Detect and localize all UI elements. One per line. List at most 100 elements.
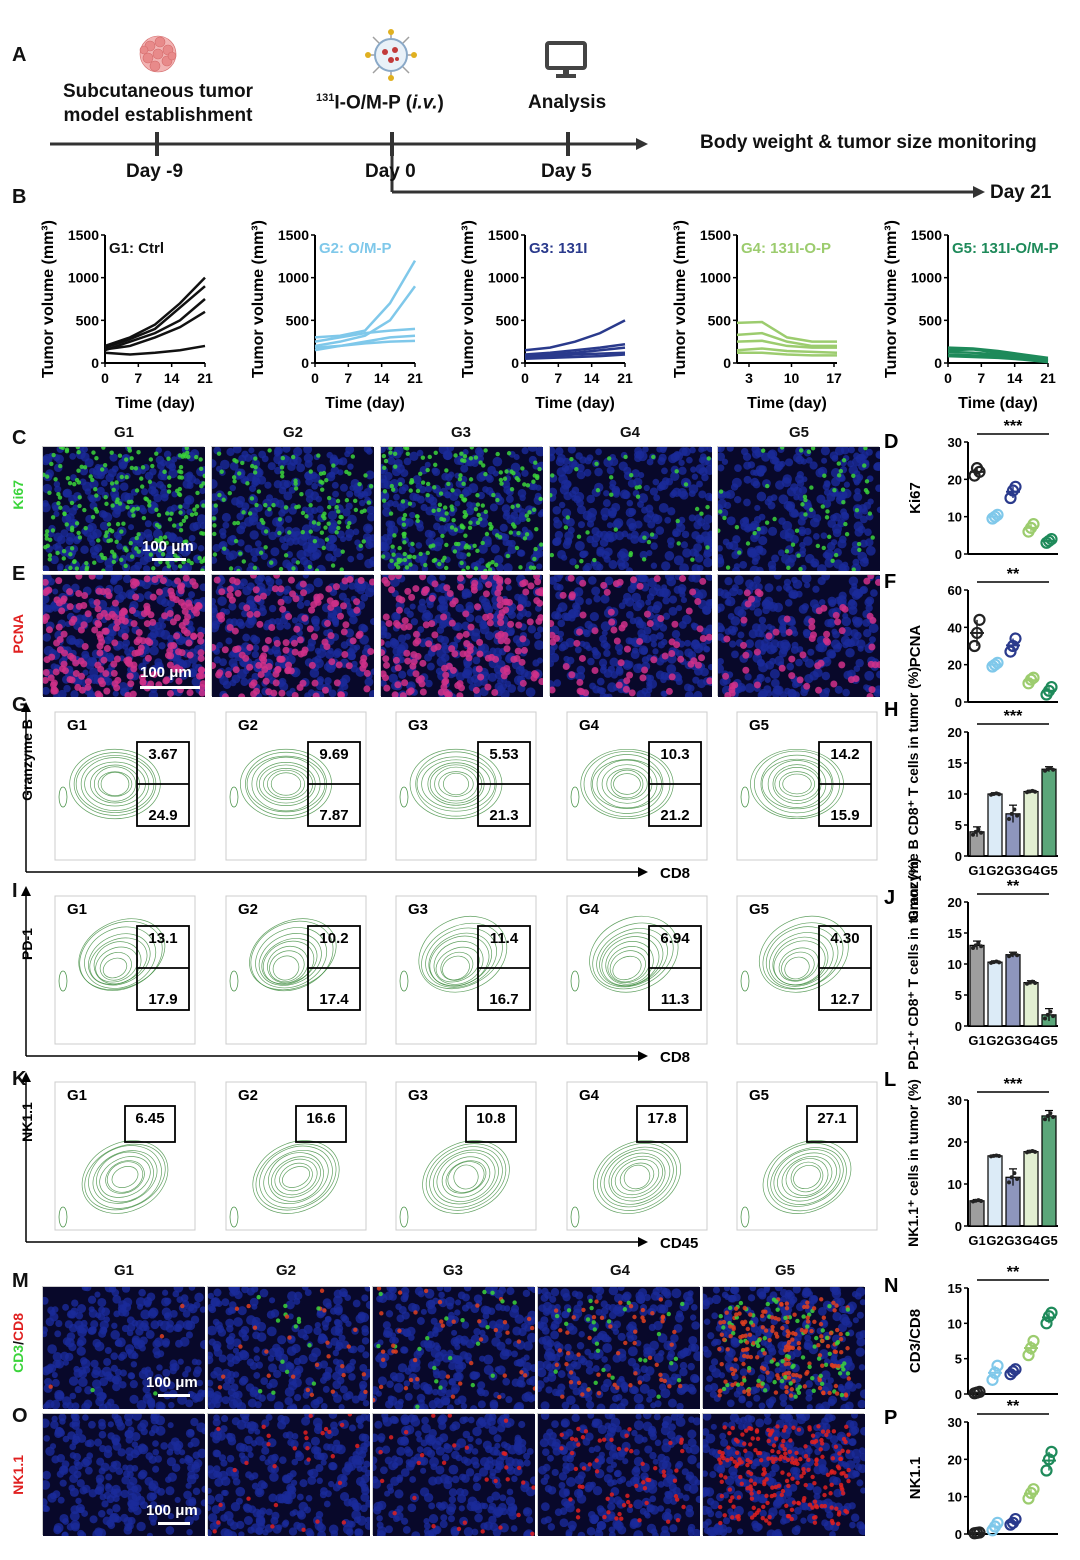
b-xtick-label: 7 bbox=[344, 370, 352, 386]
flow-contour bbox=[249, 918, 337, 991]
chart-point bbox=[979, 1199, 984, 1204]
flow-plot-frame bbox=[225, 895, 367, 1045]
flow-contour bbox=[255, 1143, 337, 1211]
microscopy-image bbox=[537, 1286, 700, 1409]
flow-contour bbox=[772, 936, 829, 986]
b-ytick-label: 1000 bbox=[700, 270, 731, 286]
chart-point bbox=[973, 829, 978, 834]
flow-gate-bottom-value: 7.87 bbox=[319, 807, 348, 824]
b-group-title: G4: 131I-O-P bbox=[741, 240, 831, 257]
chart-ytick-label: 15 bbox=[948, 1281, 962, 1296]
monitoring-label: Body weight & tumor size monitoring bbox=[700, 132, 1037, 153]
chart-point bbox=[968, 639, 981, 653]
flow-contour-edge bbox=[58, 1206, 68, 1228]
chart-point bbox=[1015, 813, 1020, 818]
chart-point bbox=[1015, 953, 1020, 958]
chart-ytick-label: 20 bbox=[948, 895, 962, 910]
b-xtick-label: 7 bbox=[977, 370, 985, 386]
chart-sig-mark: *** bbox=[1004, 1076, 1023, 1093]
flow-contour bbox=[271, 1156, 321, 1198]
nanoparticle-icon bbox=[365, 29, 417, 81]
b-xlabel: Time (day) bbox=[958, 395, 1038, 412]
flow-yaxis-label: Granzyme B bbox=[19, 719, 35, 801]
flow-contour bbox=[436, 1152, 496, 1202]
group-header: G4 bbox=[610, 1262, 631, 1279]
chart-point bbox=[988, 510, 1002, 523]
chart-point bbox=[970, 626, 984, 640]
flow-contour bbox=[270, 772, 302, 796]
b-ytick-label: 0 bbox=[511, 355, 519, 371]
chart-panel-letter: P bbox=[884, 1407, 897, 1429]
chart-ytick-label: 0 bbox=[955, 1219, 962, 1234]
flow-contour-edge bbox=[570, 786, 580, 808]
flow-contour bbox=[447, 1161, 485, 1193]
flow-contour bbox=[274, 1158, 318, 1196]
b-growth-curve bbox=[524, 353, 626, 360]
chart-ylabel: PD-1⁺ CD8⁺ T cells in tumor (%) bbox=[905, 858, 921, 1070]
flow-contour bbox=[781, 1156, 833, 1198]
chart-ytick-label: 20 bbox=[948, 725, 962, 740]
b-growth-curve bbox=[104, 344, 206, 356]
b-growth-curve bbox=[314, 259, 417, 339]
flow-plot-frame bbox=[566, 711, 708, 861]
scale-bar-line-o bbox=[158, 1522, 190, 1525]
flow-plot-frame bbox=[566, 1081, 708, 1231]
flow-contour bbox=[778, 771, 816, 797]
chart-point bbox=[988, 658, 1002, 671]
flow-gate-top-value: 10.2 bbox=[319, 930, 348, 947]
chart-point bbox=[971, 832, 975, 837]
microscopy-image bbox=[372, 1286, 535, 1409]
chart-xtick-label: G1 bbox=[968, 863, 985, 878]
b-xtick-label: 14 bbox=[164, 370, 180, 386]
chart-panel-letter: F bbox=[884, 571, 896, 593]
flow-contour bbox=[611, 1155, 663, 1199]
flow-contour bbox=[88, 1145, 162, 1209]
flow-group-label: G1 bbox=[67, 901, 87, 918]
flow-contour bbox=[793, 1164, 821, 1190]
chart-point bbox=[1006, 639, 1020, 653]
microscopy-image bbox=[549, 574, 712, 697]
chart-point bbox=[979, 944, 984, 949]
flow-group-label: G4 bbox=[579, 1087, 600, 1104]
flow-yaxis-arrowhead bbox=[21, 1072, 31, 1082]
microscopy-image bbox=[207, 1286, 370, 1409]
flow-gate-top-value: 10.3 bbox=[660, 746, 689, 763]
flow-contour bbox=[84, 1143, 166, 1211]
flow-group-label: G2 bbox=[238, 901, 258, 918]
chart-point bbox=[1045, 1445, 1058, 1458]
flow-contour bbox=[767, 1142, 847, 1212]
chart-xtick-label: G2 bbox=[986, 1033, 1003, 1048]
flow-gate-top-value: 11.4 bbox=[490, 930, 519, 947]
b-growth-curve bbox=[737, 351, 837, 357]
chart-point bbox=[991, 1516, 1004, 1529]
b-ytick-label: 0 bbox=[934, 355, 942, 371]
chart-point bbox=[1027, 1483, 1040, 1496]
flow-contour bbox=[93, 766, 137, 802]
chart-bar bbox=[1041, 1115, 1057, 1227]
flow-contour bbox=[453, 1164, 479, 1190]
b-group-title: G1: Ctrl bbox=[109, 240, 164, 257]
b-ytick-label: 1000 bbox=[488, 270, 519, 286]
flow-group-label: G2 bbox=[238, 717, 258, 734]
chart-point bbox=[991, 1359, 1004, 1372]
tumor-icon bbox=[139, 35, 177, 73]
chart-ylabel: NK1.1⁺ cells in tumor (%) bbox=[905, 1079, 921, 1247]
microscopy-image bbox=[717, 574, 880, 697]
day-21: Day 21 bbox=[990, 182, 1052, 203]
flow-contour bbox=[259, 1145, 333, 1209]
flow-contour bbox=[613, 773, 641, 795]
chart-ytick-label: 30 bbox=[948, 1093, 962, 1108]
b-ylabel: Tumor volume (mm³) bbox=[460, 220, 477, 378]
b-growth-curve bbox=[947, 350, 1049, 362]
flow-xaxis-arrowhead bbox=[638, 867, 648, 877]
day-minus9: Day -9 bbox=[126, 161, 184, 182]
flow-group-label: G5 bbox=[749, 717, 769, 734]
flow-gate-top-value: 14.2 bbox=[830, 746, 859, 763]
b-growth-curve bbox=[314, 327, 416, 343]
flow-contour bbox=[596, 928, 668, 988]
flow-contour bbox=[428, 932, 492, 987]
flow-contour bbox=[600, 1146, 674, 1208]
b-group-title: G5: 131I-O/M-P bbox=[952, 240, 1059, 257]
flow-plot-frame bbox=[54, 895, 196, 1045]
chart-ytick-label: 0 bbox=[955, 1387, 962, 1402]
